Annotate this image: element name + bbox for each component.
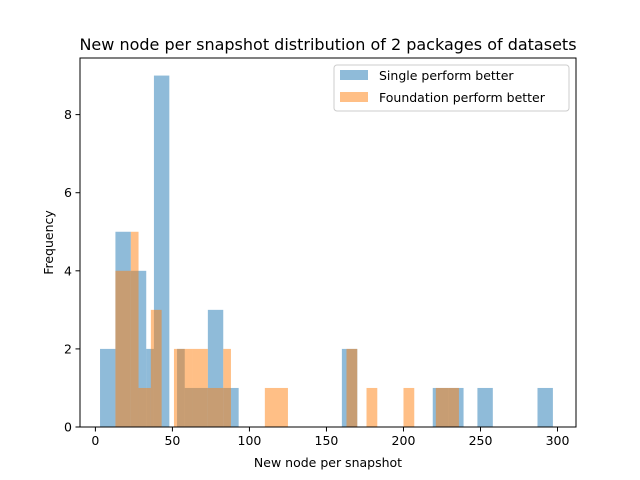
bar-series-0-bin-13 [477,387,493,427]
x-tick-label-2: 100 [238,433,262,448]
bar-series-1-bin-11 [403,387,415,427]
x-tick-label-0: 0 [91,433,99,448]
x-axis-label: New node per snapshot [254,455,402,470]
plot-area-frame [79,57,577,428]
x-ticks: 0 50 100 150 200 250 300 [91,427,569,448]
bar-series-1-bin-8 [264,387,288,427]
y-tick-label-1: 2 [64,341,72,356]
legend-frame [333,64,570,112]
bar-series-0-bin-14 [537,387,553,427]
y-ticks: 0 2 4 6 8 [64,107,80,435]
legend-label-single: Single perform better [379,68,514,83]
bar-series-1-bin-9 [346,348,358,427]
bar-series-0-bin-0 [100,348,116,427]
bar-series-1-bin-0 [115,270,131,427]
x-tick-label-3: 150 [315,433,339,448]
bar-series-1-bin-5 [192,348,208,427]
y-tick-label-3: 6 [64,185,72,200]
x-tick-label-6: 300 [546,433,570,448]
bar-series-1-bin-1 [130,231,139,427]
x-tick-label-1: 50 [164,433,180,448]
y-tick-label-0: 0 [64,420,72,435]
bar-series-1-bin-2 [138,387,151,427]
legend-swatch-single [340,70,368,80]
bars-layer [100,75,553,428]
bar-series-1-bin-6 [207,387,224,427]
x-tick-label-4: 200 [392,433,416,448]
legend-label-foundation: Foundation perform better [379,90,546,105]
y-tick-label-4: 8 [64,107,72,122]
bar-series-1-bin-7 [223,348,231,427]
x-tick-label-5: 250 [469,433,493,448]
chart-title: New node per snapshot distribution of 2 … [79,35,576,54]
bar-series-1-bin-3 [150,309,162,427]
y-tick-label-2: 4 [64,263,72,278]
bar-series-1-bin-4 [173,348,193,427]
bar-series-1-bin-12 [435,387,459,427]
y-axis-label: Frequency [41,210,56,275]
legend-swatch-foundation [340,92,368,102]
bar-series-1-bin-10 [366,387,378,427]
legend: Single perform better Foundation perform… [333,64,570,112]
